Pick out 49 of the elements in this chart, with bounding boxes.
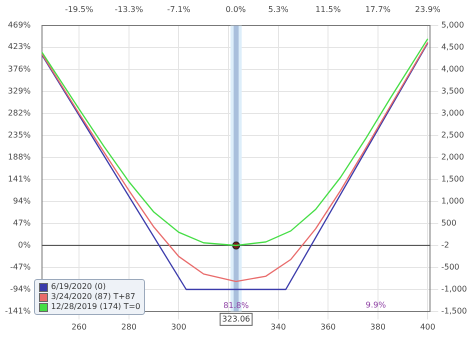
y2-tick-label: 423% [8, 42, 32, 52]
annotation: 81.8% [223, 301, 250, 310]
x2-tick-label: 23.9% [415, 4, 441, 14]
x-tick-label: 300 [171, 322, 186, 332]
y-tick-label: -2 [441, 240, 450, 250]
x2-tick-label: -7.1% [167, 4, 191, 14]
x2-tick-label: 0.0% [226, 4, 246, 14]
y-tick-label: 4,000 [441, 64, 464, 74]
y-tick-label: 3,000 [441, 108, 464, 118]
y2-tick-label: 469% [8, 20, 32, 30]
y2-tick-label: 0% [18, 240, 32, 250]
y-tick-label: -500 [441, 262, 460, 272]
legend-label: 12/28/2019 (174) T=0 [51, 302, 140, 312]
y2-tick-label: 235% [8, 130, 32, 140]
y-tick-label: 1,000 [441, 196, 464, 206]
x-tick-label: 360 [320, 322, 336, 332]
y2-tick-label: 282% [8, 108, 32, 118]
y-tick-label: 2,000 [441, 152, 464, 162]
x-tick-label: 280 [121, 322, 137, 332]
y-tick-label: 5,000 [441, 20, 464, 30]
y-tick-label: 2,500 [441, 130, 464, 140]
x-tick-label: 340 [270, 322, 286, 332]
x-tick-label: 380 [370, 322, 386, 332]
x2-tick-label: -13.3% [114, 4, 144, 14]
legend-label: 3/24/2020 (87) T+87 [51, 292, 136, 302]
y2-tick-label: 376% [8, 64, 32, 74]
y-tick-label: 4,500 [441, 42, 464, 52]
y2-tick-label: 329% [8, 86, 32, 96]
y2-tick-label: 47% [12, 218, 32, 228]
annotation: 9.9% [366, 300, 386, 310]
x2-tick-label: 11.5% [315, 4, 342, 14]
x2-tick-label: -19.5% [64, 4, 94, 14]
legend-label: 6/19/2020 (0) [51, 282, 106, 292]
x-tick-label: 400 [420, 322, 436, 332]
y-tick-label: 500 [441, 218, 456, 228]
y-tick-label: 1,500 [441, 174, 464, 184]
y2-tick-label: -47% [10, 262, 32, 272]
ref-line-label: 323.06 [222, 314, 250, 324]
x2-tick-label: 17.7% [365, 4, 392, 14]
y2-tick-label: 94% [12, 196, 32, 206]
y-tick-label: -1,000 [441, 284, 468, 294]
y2-tick-label: 188% [8, 152, 32, 162]
y2-tick-label: -141% [4, 306, 32, 316]
y-tick-label: 3,500 [441, 86, 464, 96]
y2-tick-label: 141% [8, 174, 32, 184]
y-tick-label: -1,500 [441, 306, 468, 316]
x-tick-label: 260 [71, 322, 87, 332]
x2-tick-label: 5.3% [268, 4, 289, 14]
y2-tick-label: -94% [10, 284, 32, 294]
